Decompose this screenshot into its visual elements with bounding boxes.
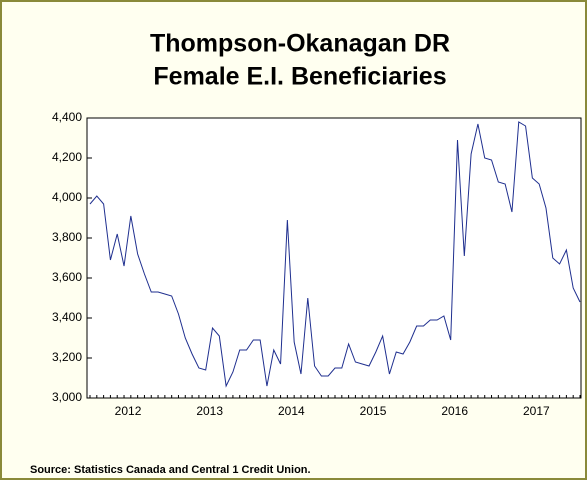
line	[89, 121, 581, 388]
y-tick-label: 4,200	[52, 150, 82, 164]
x-tick-label: 2014	[278, 404, 305, 418]
x-tick-label: 2015	[360, 404, 387, 418]
y-tick-label: 3,000	[52, 390, 82, 404]
y-tick-label: 4,000	[52, 190, 82, 204]
plot-area	[86, 117, 582, 399]
y-tick-label: 4,400	[52, 110, 82, 124]
x-tick-label: 2017	[523, 404, 550, 418]
x-tick-label: 2012	[115, 404, 142, 418]
x-tick-label: 2016	[441, 404, 468, 418]
x-tick-label: 2013	[196, 404, 223, 418]
chart-title: Thompson-Okanagan DR	[150, 30, 450, 58]
chart-title: Female E.I. Beneficiaries	[153, 63, 446, 91]
source: Source: Statistics Canada and Central 1 …	[30, 464, 311, 476]
y-tick-label: 3,200	[52, 350, 82, 364]
y-tick-label: 3,800	[52, 230, 82, 244]
y-tick-label: 3,400	[52, 310, 82, 324]
y-tick-label: 3,600	[52, 270, 82, 284]
